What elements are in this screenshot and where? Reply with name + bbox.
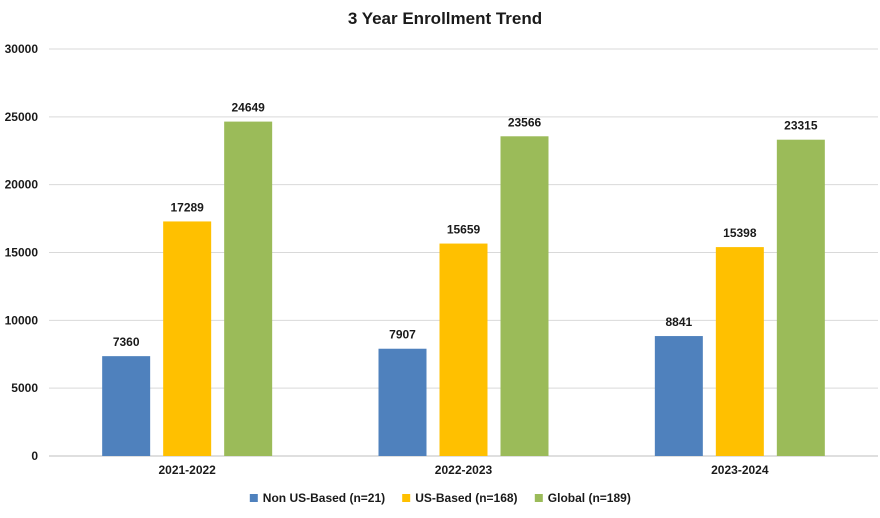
bar-2023-2024-series-1: [715, 247, 764, 456]
bar-2021-2022-series-1: [163, 221, 212, 456]
data-label: 23566: [508, 115, 542, 129]
data-label: 7907: [389, 328, 416, 342]
data-label: 8841: [665, 315, 692, 329]
y-tick-label: 0: [31, 449, 38, 463]
bar-2023-2024-series-0: [654, 336, 703, 456]
bar-2021-2022-series-2: [224, 121, 273, 457]
x-tick-label: 2023-2024: [711, 463, 769, 477]
legend-swatch: [402, 494, 411, 502]
y-tick-label: 15000: [5, 246, 39, 260]
y-tick-label: 5000: [11, 381, 38, 395]
x-tick-label: 2021-2022: [158, 463, 216, 477]
bar-2022-2023-series-0: [378, 348, 427, 456]
bars: [102, 121, 825, 457]
data-label: 17289: [170, 200, 204, 214]
data-labels: 7360 17289 24649 7907 15659 23566 8841 15398 233…: [113, 101, 818, 350]
legend-swatch: [249, 494, 258, 502]
x-axis-ticks: 2021-2022 2022-2023 2023-2024: [158, 463, 768, 477]
x-tick-label: 2022-2023: [435, 463, 493, 477]
data-label: 15659: [447, 223, 481, 237]
bar-2023-2024-series-2: [776, 139, 825, 456]
bar-2022-2023-series-2: [500, 136, 549, 456]
y-tick-label: 25000: [5, 110, 39, 124]
bar-2021-2022-series-0: [102, 356, 151, 456]
legend: Non US-Based (n=21) US-Based (n=168) Globa…: [249, 491, 631, 505]
bar-2022-2023-series-1: [439, 243, 488, 456]
y-tick-label: 10000: [5, 313, 39, 327]
data-label: 24649: [231, 101, 265, 115]
legend-label: Global (n=189): [548, 491, 631, 505]
y-axis-ticks: 0 5000 10000 15000 20000 25000 30000: [5, 42, 39, 463]
y-tick-label: 20000: [5, 178, 39, 192]
legend-label: US-Based (n=168): [415, 491, 517, 505]
chart-title: 3 Year Enrollment Trend: [348, 9, 542, 28]
data-label: 7360: [113, 335, 140, 349]
data-label: 23315: [784, 119, 818, 133]
y-tick-label: 30000: [5, 42, 39, 56]
legend-swatch: [534, 494, 543, 502]
data-label: 15398: [723, 226, 757, 240]
legend-label: Non US-Based (n=21): [263, 491, 385, 505]
